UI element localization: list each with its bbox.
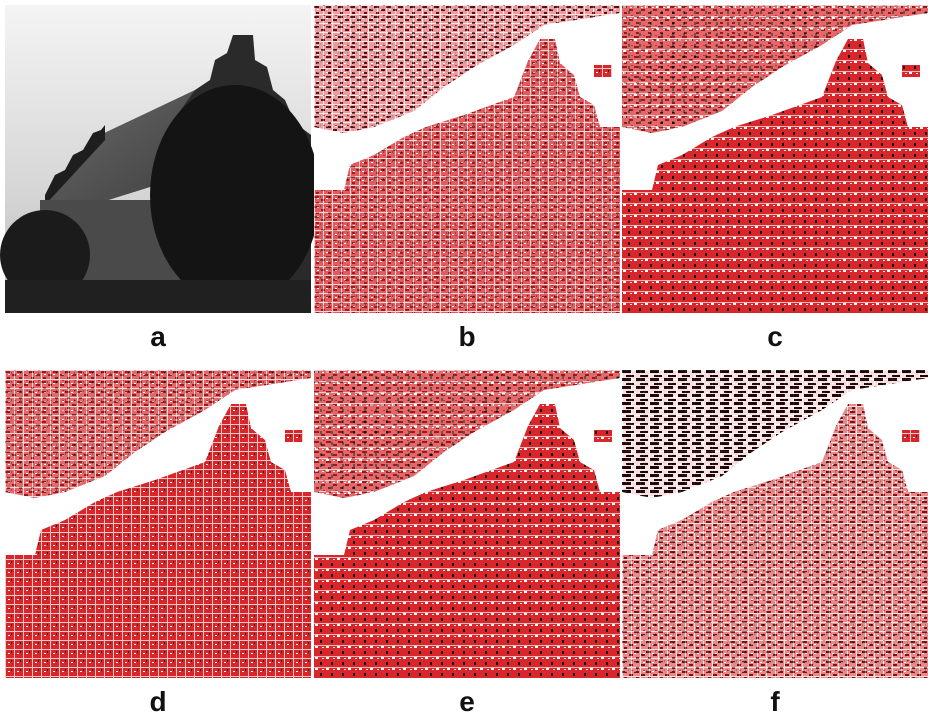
panel-label: d	[149, 686, 166, 716]
image-panel	[314, 5, 620, 313]
page: abcdef (() => { const data = JSON.parse(…	[0, 0, 928, 716]
image-panel	[622, 370, 928, 678]
hedge	[5, 280, 311, 313]
figure: a b c d e f	[0, 0, 928, 716]
image-panel	[5, 370, 311, 678]
small-blob	[594, 430, 612, 442]
image-panel	[0, 5, 320, 313]
panel-label: a	[150, 321, 166, 352]
small-blob	[902, 65, 920, 77]
small-blob	[594, 65, 612, 77]
small-blob	[902, 430, 920, 442]
panel-label: f	[770, 686, 780, 716]
tree	[150, 85, 320, 305]
panel-label: b	[458, 321, 475, 352]
panel-label: c	[767, 321, 783, 352]
image-panel	[314, 370, 620, 678]
panel-label: e	[459, 686, 475, 716]
small-blob	[285, 430, 303, 442]
image-panel	[622, 5, 928, 313]
